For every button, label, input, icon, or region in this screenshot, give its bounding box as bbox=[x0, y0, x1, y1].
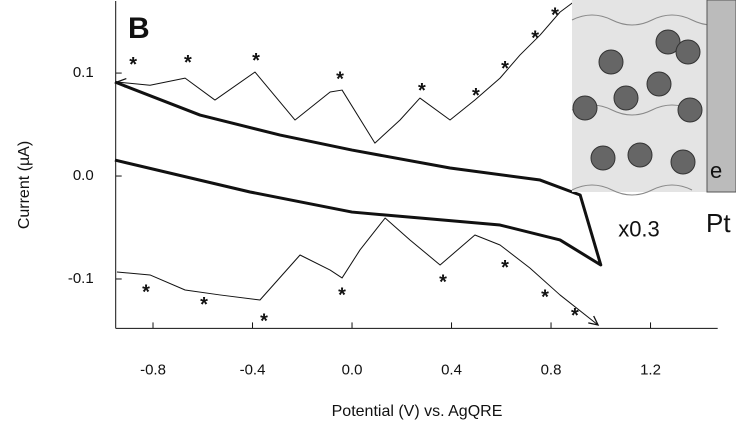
x-tick-label: 0.8 bbox=[541, 361, 562, 378]
annotation: x0.3 bbox=[618, 216, 660, 241]
electrode bbox=[706, 0, 736, 193]
peak-marker: * bbox=[129, 54, 137, 76]
peak-marker: * bbox=[260, 310, 268, 332]
panel-label: B bbox=[128, 12, 150, 45]
x-axis-label: Potential (V) vs. AgQRE bbox=[332, 403, 503, 420]
peak-marker: * bbox=[571, 305, 579, 327]
nanoparticles bbox=[572, 29, 703, 175]
peak-marker: * bbox=[338, 285, 346, 307]
x-tick-label: -0.8 bbox=[140, 361, 166, 378]
data-line bbox=[114, 80, 603, 267]
peak-marker: * bbox=[418, 80, 426, 102]
peak-marker: * bbox=[200, 294, 208, 316]
inset-label: Pt bbox=[706, 208, 731, 238]
data-line bbox=[116, 0, 576, 144]
peak-marker: * bbox=[184, 52, 192, 74]
x-tick-label: -0.4 bbox=[240, 361, 266, 378]
x-tick-label: 0.0 bbox=[342, 361, 363, 378]
x-tick-label: 0.4 bbox=[441, 361, 462, 378]
x-tick-label: 1.2 bbox=[640, 361, 661, 378]
y-tick-label: 0.0 bbox=[73, 167, 94, 184]
peak-marker: * bbox=[336, 68, 344, 90]
arrow-head bbox=[588, 315, 600, 326]
peak-marker: * bbox=[501, 257, 509, 279]
peak-marker: * bbox=[501, 58, 509, 80]
inset-illustration: e Pt bbox=[571, 0, 736, 238]
peak-marker: * bbox=[439, 271, 447, 293]
peak-marker: * bbox=[551, 5, 559, 27]
peak-marker: * bbox=[541, 287, 549, 309]
peak-marker: * bbox=[142, 282, 150, 304]
y-tick-label: -0.1 bbox=[68, 270, 94, 287]
peak-marker: * bbox=[531, 27, 539, 49]
inset-label: e bbox=[710, 158, 722, 183]
peak-marker: * bbox=[472, 85, 480, 107]
peak-marker: * bbox=[252, 50, 260, 72]
y-axis-label: Current (µA) bbox=[16, 141, 33, 229]
y-tick-label: 0.1 bbox=[73, 64, 94, 81]
data-line bbox=[116, 217, 599, 326]
